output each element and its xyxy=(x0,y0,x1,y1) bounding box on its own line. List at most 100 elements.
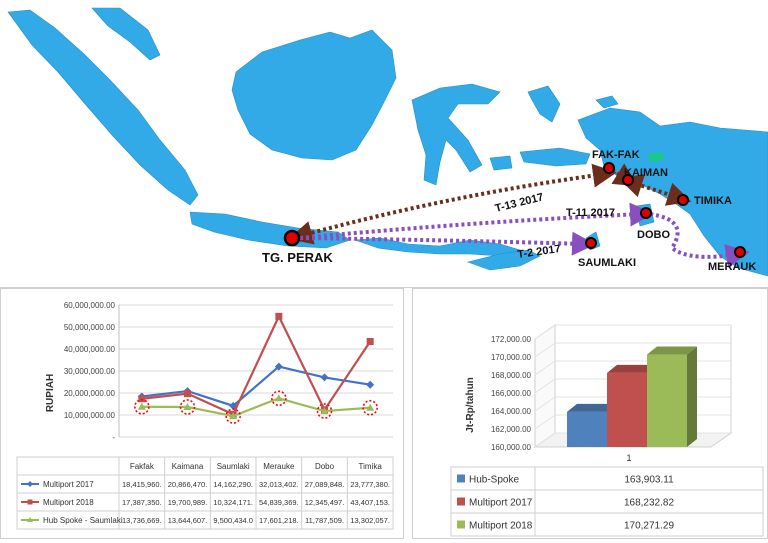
gridline xyxy=(534,324,556,340)
data-table: Fakfak Kaimana Saumlaki Merauke Dobo Timika Mu… xyxy=(16,456,394,530)
series-line xyxy=(141,365,371,408)
bar-chart-3d: Jt-Rp/tahun 172,000.00 170,000.00 168,000.… xyxy=(450,324,764,537)
category-label: Merauke xyxy=(263,462,295,471)
bar-top xyxy=(607,364,657,373)
port-marker-kaiman xyxy=(622,174,634,186)
port-marker-merauke xyxy=(734,246,746,258)
route-dobo-merauke xyxy=(649,212,750,268)
category-label: Timika xyxy=(359,462,383,471)
y-tick-label: 50,000,000.00 xyxy=(64,323,116,332)
table-cell: 14,162,290. xyxy=(213,480,253,489)
table-cell: 13,736,669. xyxy=(122,516,162,525)
y-tick-label: 160,000.00 xyxy=(491,443,532,452)
y-tick-label: 10,000,000.00 xyxy=(64,411,116,420)
table-cell: 18,415,960. xyxy=(122,480,162,489)
data-point xyxy=(366,380,375,389)
category-label: Fakfak xyxy=(130,462,155,471)
port-label-tg-perak: TG. PERAK xyxy=(262,250,333,265)
bar-side xyxy=(687,346,697,447)
port-marker-fakfak xyxy=(603,162,615,174)
highlight-region xyxy=(648,152,664,162)
legend-marker xyxy=(27,499,33,505)
legend-marker xyxy=(27,481,33,487)
y-tick-label: 20,000,000.00 xyxy=(64,389,116,398)
island-peninsula xyxy=(91,7,161,61)
gridline xyxy=(534,396,556,412)
table-cell: 17,601,218. xyxy=(259,516,299,525)
table-cell: 170,271.29 xyxy=(624,521,674,532)
gridline xyxy=(534,342,556,358)
data-point xyxy=(275,312,283,320)
table-cell: 11,787,509. xyxy=(305,516,344,525)
y-tick-label: 170,000.00 xyxy=(491,353,532,362)
port-marker-tg-perak xyxy=(283,229,301,247)
y-tick-label: 164,000.00 xyxy=(491,407,532,416)
highlight-circle xyxy=(225,408,241,424)
data-point xyxy=(366,338,374,346)
route-kaiman-timika xyxy=(618,174,692,206)
legend-label: Multiport 2017 xyxy=(43,480,94,489)
legend-swatch xyxy=(457,474,465,483)
table-cell: 54,839,369. xyxy=(259,498,299,507)
gridline xyxy=(534,378,556,394)
table-border xyxy=(450,466,764,537)
highlight-circle xyxy=(362,399,378,416)
data-table: Hub-Spoke 163,903.11 Multiport 2017 168,232… xyxy=(450,466,764,537)
data-point xyxy=(366,403,375,411)
line-chart-panel: RUPIAH 60,000,000.00 50,000,000.00 40,000,… xyxy=(0,288,404,539)
y-tick-labels: 60,000,000.00 50,000,000.00 40,000,000.00 3… xyxy=(64,301,116,442)
route-label-t11: T-11 2017 xyxy=(566,207,615,219)
island-papua-islets xyxy=(595,95,619,109)
series-line xyxy=(141,313,372,416)
data-point xyxy=(229,412,238,420)
data-point xyxy=(137,402,146,410)
legend-label: Multiport 2017 xyxy=(469,498,533,509)
y-tick-label: 168,000.00 xyxy=(491,371,532,380)
y-axis-label: Jt-Rp/tahun xyxy=(465,377,476,433)
table-cell: 23,777,380. xyxy=(350,480,390,489)
port-label-merauk: MERAUK xyxy=(708,261,756,273)
table-cell: 20,866,470. xyxy=(168,480,208,489)
table-cell: 12,345,497. xyxy=(305,498,345,507)
legend-swatch xyxy=(457,497,465,506)
data-point xyxy=(274,362,283,371)
data-point xyxy=(184,390,191,398)
table-cell: 10,324,171. xyxy=(213,498,253,507)
island-timor xyxy=(466,249,541,271)
y-tick-label: 40,000,000.00 xyxy=(64,345,116,354)
series-line xyxy=(141,397,371,418)
data-point xyxy=(320,407,329,415)
legend-marker xyxy=(27,517,33,522)
legend-swatch xyxy=(457,520,465,529)
island-buru xyxy=(489,155,513,171)
bar-front xyxy=(567,411,607,447)
legend-label: Hub Spoke - Saumlaki xyxy=(43,516,123,525)
bar-top xyxy=(647,346,697,355)
indonesia-map: T-13 2017 T-11 2017 T-2 2017 TG. PERAK F… xyxy=(7,7,768,277)
highlight-circle xyxy=(134,398,150,415)
y-tick-label: - xyxy=(112,433,115,442)
category-label: Kaimana xyxy=(172,462,204,471)
y-tick-labels: 172,000.00 170,000.00 168,000.00 166,000.00… xyxy=(491,335,532,452)
legend-label: Multiport 2018 xyxy=(43,498,94,507)
data-point xyxy=(183,402,192,410)
series-group xyxy=(137,312,375,420)
table-cell: 163,903.11 xyxy=(624,475,674,486)
port-marker-dobo xyxy=(640,207,652,219)
table-cell: 17,387,350. xyxy=(122,498,162,507)
table-cell: 43,407,153. xyxy=(350,498,390,507)
gridlines xyxy=(118,304,393,438)
port-marker-timika xyxy=(677,194,689,206)
category-label: Dobo xyxy=(315,462,335,471)
y-tick-label: 162,000.00 xyxy=(491,425,532,434)
data-point xyxy=(274,394,283,402)
table-cell: 9,500,434.0 xyxy=(213,516,253,525)
island-sumatra xyxy=(7,9,199,206)
gridline xyxy=(534,432,556,448)
data-point xyxy=(138,395,146,403)
table-cell: 19,700,989. xyxy=(168,498,208,507)
table-cell: 13,644,607. xyxy=(168,516,208,525)
route-t13 xyxy=(288,163,617,245)
port-label-fakfak: FAK-FAK xyxy=(592,149,640,161)
route-label-t2: T-2 2017 xyxy=(517,243,562,261)
